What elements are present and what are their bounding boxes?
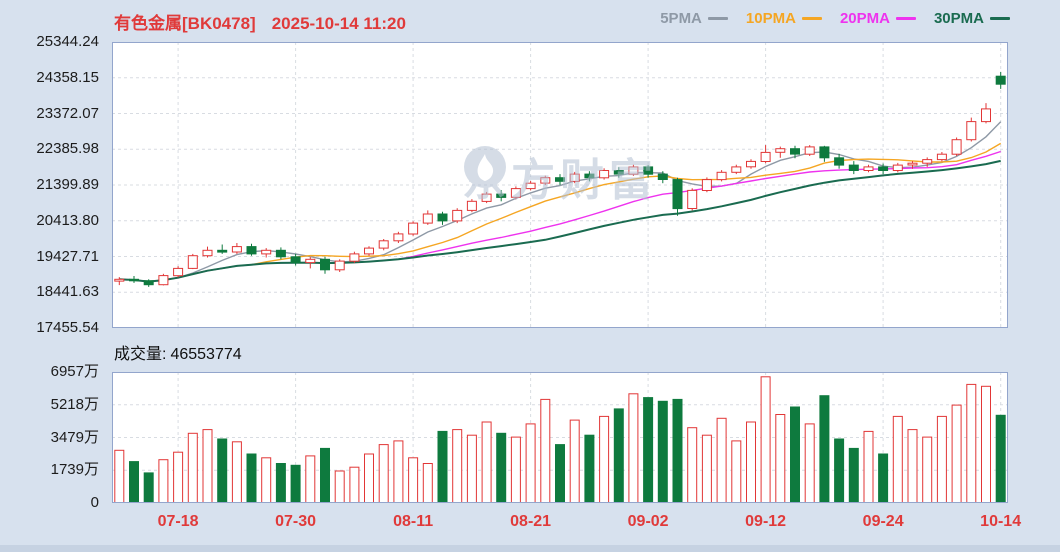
volume-value: 46553774 — [170, 346, 242, 363]
date-label: 07-18 — [157, 513, 199, 530]
price-axis-label: 24358.15 — [36, 68, 99, 86]
date-label: 07-30 — [275, 513, 317, 530]
price-axis-label: 17455.54 — [36, 319, 99, 336]
date-label: 09-24 — [862, 513, 904, 530]
legend-label: 10PMA — [745, 10, 796, 27]
date-label: 10-14 — [980, 513, 1022, 530]
volume-axis-label: 1739万 — [50, 461, 99, 479]
volume-axis-label: 3479万 — [50, 428, 99, 446]
price-axis-label: 21399.89 — [36, 176, 99, 193]
volume-axis-label: 6957万 — [50, 363, 99, 380]
candlestick-chart[interactable] — [112, 42, 1008, 328]
legend-line-swatch — [895, 17, 916, 20]
legend-line-swatch — [707, 17, 728, 20]
date-label: 08-11 — [393, 513, 434, 530]
date-label: 09-12 — [745, 513, 787, 530]
price-axis-label: 18441.63 — [36, 283, 99, 301]
ma-legend: 5PMA 10PMA 20PMA 30PMA — [660, 10, 1010, 27]
legend-item-5pma: 5PMA — [660, 10, 728, 27]
price-axis-label: 19427.71 — [36, 247, 99, 265]
legend-line-swatch — [990, 17, 1010, 20]
legend-label: 30PMA — [933, 10, 984, 27]
legend-item-10pma: 10PMA — [746, 10, 822, 27]
quote-datetime: 2025-10-14 11:20 — [271, 14, 406, 33]
chart-title: 有色金属[BK0478] 2025-10-14 11:20 — [114, 9, 406, 34]
price-axis-label: 20413.80 — [36, 211, 99, 229]
price-plot[interactable]: 东方财富 — [112, 42, 1008, 328]
legend-item-20pma: 20PMA — [840, 10, 916, 27]
volume-axis-label: 0 — [90, 494, 99, 511]
volume-plot[interactable] — [112, 372, 1008, 503]
volume-axis-label: 5218万 — [50, 395, 99, 413]
volume-header: 成交量: 46553774 — [114, 340, 242, 364]
legend-label: 20PMA — [839, 10, 890, 27]
date-label: 09-02 — [627, 513, 669, 530]
volume-label: 成交量: — [114, 346, 167, 363]
legend-item-30pma: 30PMA — [934, 10, 1010, 27]
bottom-strip — [0, 545, 1060, 552]
volume-chart[interactable] — [112, 372, 1008, 503]
price-axis-label: 23372.07 — [36, 104, 99, 122]
date-label: 08-21 — [510, 513, 552, 530]
legend-line-swatch — [801, 17, 822, 20]
legend-label: 5PMA — [660, 10, 702, 27]
instrument-name: 有色金属[BK0478] — [114, 14, 256, 33]
price-axis-label: 25344.24 — [36, 33, 99, 50]
price-axis-label: 22385.98 — [36, 140, 99, 158]
